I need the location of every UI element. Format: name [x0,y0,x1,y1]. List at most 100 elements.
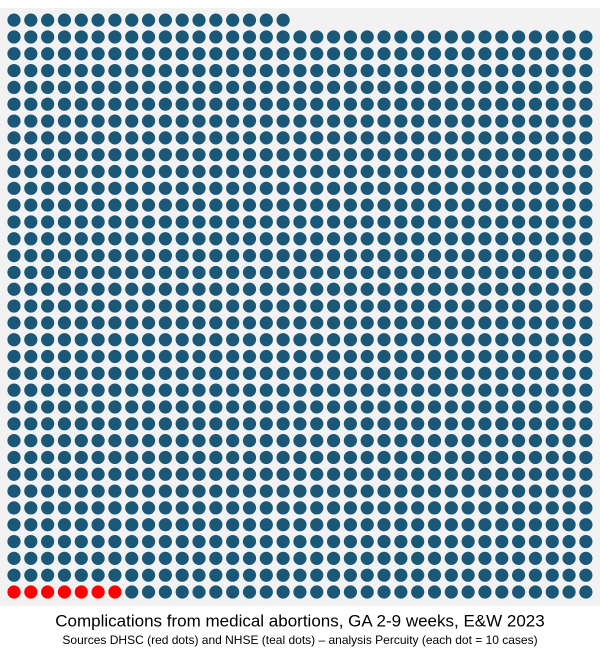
dot [226,299,240,313]
dot [394,568,408,582]
dot [427,131,442,145]
dot [175,164,189,179]
dot [242,585,257,599]
dot [528,501,543,515]
dot [394,518,408,532]
dot [360,484,374,498]
dot [461,249,475,263]
dot [158,366,172,380]
dot [175,534,189,549]
dot [7,97,21,111]
dot [141,164,156,179]
dot [259,13,273,27]
dot [259,181,273,195]
dot [158,585,172,599]
dot [293,551,307,565]
dot [74,47,88,61]
dot [360,568,374,582]
dot [343,232,357,246]
dot [394,30,408,44]
dot [125,97,139,111]
dot [343,484,357,498]
dot [276,148,290,162]
dot [192,164,206,179]
dot [91,215,105,229]
dot [141,299,156,313]
dot [259,282,273,296]
dot [528,198,543,212]
dot [192,400,206,414]
dot [461,501,475,515]
dot [478,383,492,397]
dot [91,13,105,27]
dot [276,198,290,212]
dot [141,349,156,364]
dot [360,299,374,313]
dot [242,97,257,111]
dot [528,551,543,565]
dot [175,47,189,61]
dot [226,585,240,599]
dot [411,434,425,448]
dot [74,434,88,448]
dot [226,164,240,179]
dot [310,181,324,195]
dot [545,148,559,162]
dot [57,13,72,27]
dot [444,30,458,44]
dot [276,484,290,498]
dot [461,30,475,44]
dot [108,551,122,565]
dot [377,30,391,44]
dot [444,63,458,78]
dot [74,534,88,549]
dot [343,434,357,448]
dot [24,366,38,380]
dot [209,63,223,78]
dot [293,518,307,532]
dot [209,265,223,280]
dot [511,148,526,162]
dot [293,131,307,145]
dot [226,383,240,397]
dot [427,333,442,347]
dot [91,467,105,481]
dot [41,63,55,78]
dot [7,13,21,27]
dot [528,585,543,599]
dot [125,198,139,212]
dot [343,349,357,364]
dot [478,215,492,229]
dot [91,114,105,128]
dot [545,551,559,565]
dot [259,131,273,145]
dot [427,585,442,599]
dot [175,568,189,582]
dot [545,131,559,145]
dot [175,484,189,498]
dot [108,63,122,78]
dot [579,215,593,229]
dot [562,148,576,162]
dot [310,198,324,212]
dot [411,265,425,280]
dot [528,333,543,347]
dot [478,333,492,347]
dot [545,417,559,431]
dot [259,265,273,280]
dot [293,333,307,347]
dot [293,114,307,128]
dot [226,114,240,128]
dot [226,30,240,44]
dot [411,417,425,431]
dot [175,518,189,532]
dot [478,198,492,212]
dot [461,47,475,61]
dot [511,164,526,179]
dot [276,131,290,145]
dot [91,30,105,44]
dot [528,518,543,532]
dot [562,467,576,481]
dot [478,63,492,78]
